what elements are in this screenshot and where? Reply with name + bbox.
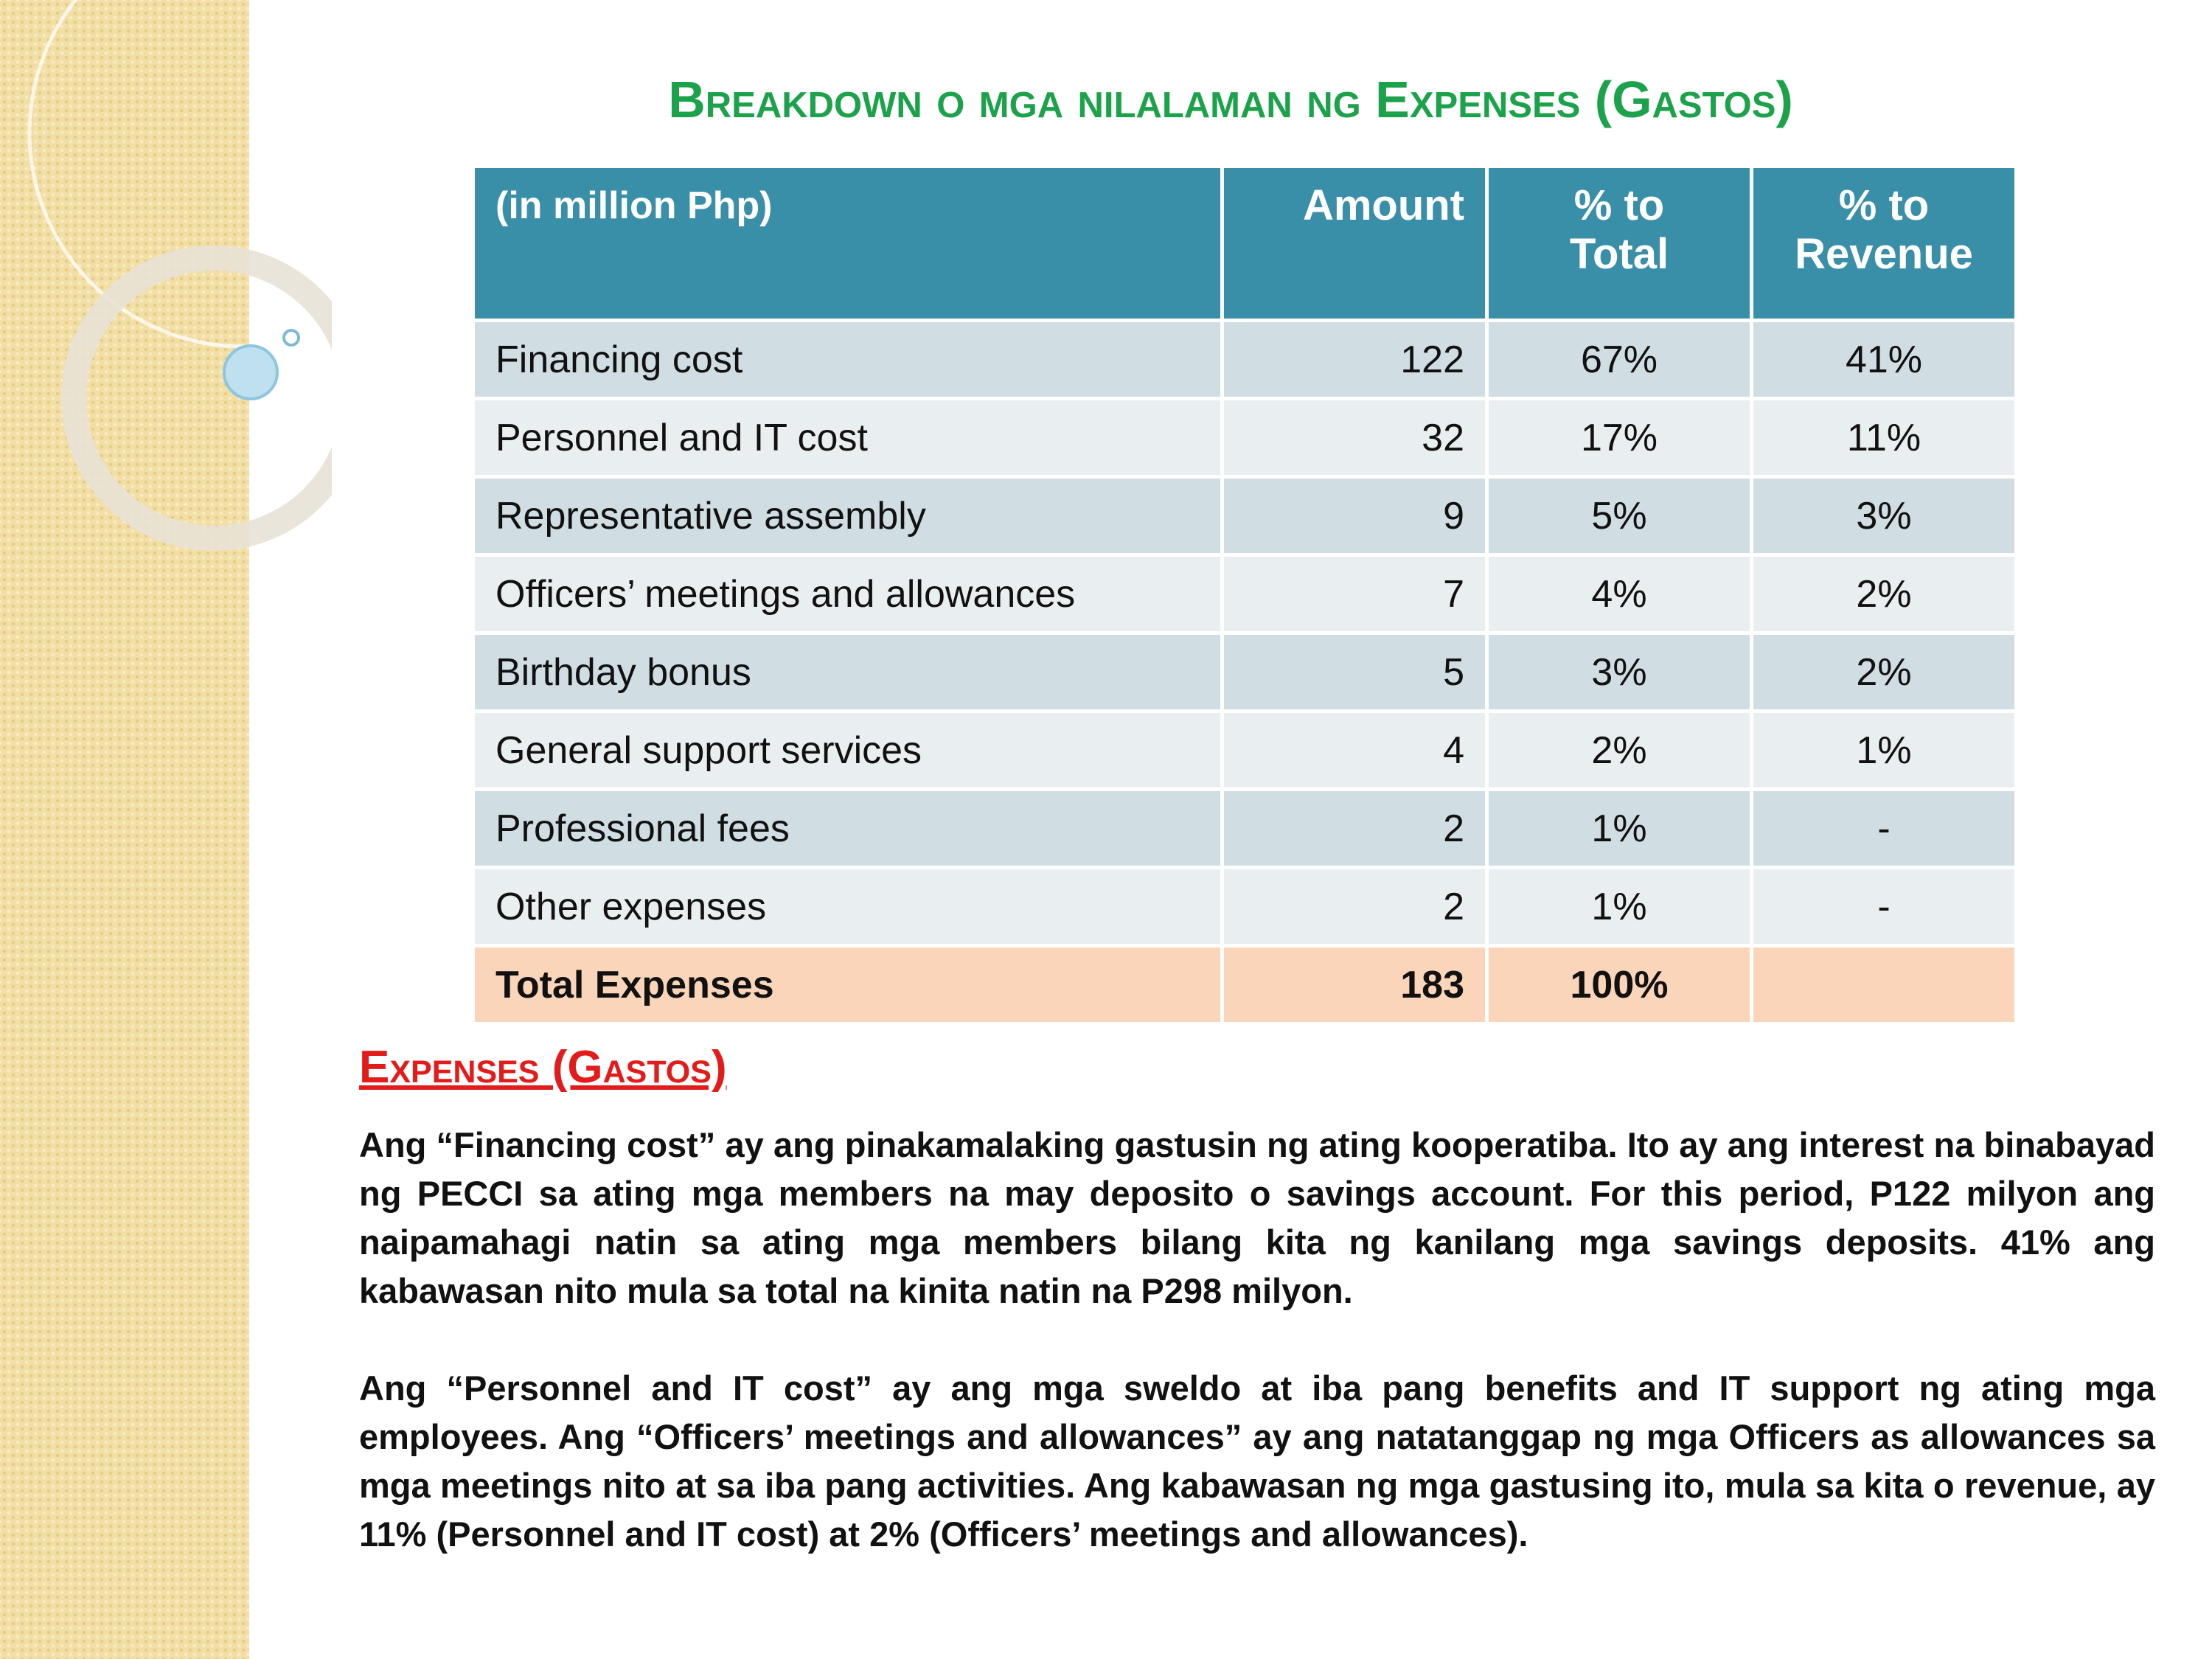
table-cell: 67% [1489,322,1750,397]
table-row: Financing cost 122 67% 41% [475,322,2014,397]
empty-cell [1753,947,2014,1022]
expense-table: (in million Php) Amount % to Total % to Rev… [471,164,2018,1026]
table-row: Birthday bonus 5 3% 2% [475,635,2014,709]
header-text: % to Revenue [1795,181,1973,278]
table-cell: 1% [1753,713,2014,787]
table-cell: 4 [1224,713,1485,787]
total-cell: Total Expenses [475,947,1220,1022]
table-cell: 5% [1489,479,1750,553]
table-row: Personnel and IT cost 32 17% 11% [475,400,2014,475]
table-cell: 122 [1224,322,1485,397]
table-cell: Professional fees [475,791,1220,866]
table-row: Professional fees 2 1% - [475,791,2014,866]
table-row: General support services 4 2% 1% [475,713,2014,787]
table-cell: 3% [1753,479,2014,553]
table-cell: 11% [1753,400,2014,475]
table-cell: 1% [1489,791,1750,866]
table-cell: Birthday bonus [475,635,1220,709]
table-cell: 2 [1224,869,1485,944]
table-row: Officers’ meetings and allowances 7 4% 2% [475,557,2014,631]
table-cell: 2% [1753,557,2014,631]
header-text: Amount [1302,181,1464,229]
table-cell: 41% [1753,322,2014,397]
table-cell: 2% [1489,713,1750,787]
table-cell: Officers’ meetings and allowances [475,557,1220,631]
table-cell: - [1753,869,2014,944]
table-cell: 1% [1489,869,1750,944]
table-cell: 5 [1224,635,1485,709]
table-cell: 2% [1753,635,2014,709]
table-cell: Financing cost [475,322,1220,397]
table-cell: 17% [1489,400,1750,475]
bubble [223,344,279,400]
table-cell: 7 [1224,557,1485,631]
header-row: (in million Php) Amount % to Total % to Rev… [475,168,2014,319]
table-cell: 9 [1224,479,1485,553]
arc [27,0,332,349]
total-cell: 100% [1489,947,1750,1022]
table-cell: Representative assembly [475,479,1220,553]
table-cell: Personnel and IT cost [475,400,1220,475]
header-cell: % to Revenue [1753,168,2014,319]
table-cell: - [1753,791,2014,866]
total-row: Total Expenses 183 100% [475,947,2014,1022]
table-row: Other expenses 2 1% - [475,869,2014,944]
header-cell: % to Total [1489,168,1750,319]
table-cell: 4% [1489,557,1750,631]
table-body: Financing cost 122 67% 41% Personnel and IT … [475,322,2014,1022]
table-cell: 3% [1489,635,1750,709]
table-cell: 2 [1224,791,1485,866]
paragraph: Ang “Financing cost” ay ang pinakamalaki… [359,1125,2155,1310]
title: Breakdown o mga nilalaman ng Expenses (G… [668,71,1793,128]
section-heading: Expenses (Gastos) [359,1042,727,1093]
table-cell: 32 [1224,400,1485,475]
total-cell: 183 [1224,947,1485,1022]
table-cell: General support services [475,713,1220,787]
bubble-small [282,329,300,347]
header-cell: (in million Php) [475,168,1220,319]
ring [61,246,332,551]
table-row: Representative assembly 9 5% 3% [475,479,2014,553]
header-text: % to Total [1569,181,1669,278]
decoration [27,0,332,551]
paragraph: Ang “Personnel and IT cost” ay ang mga s… [359,1368,2155,1554]
header-text: (in million Php) [495,184,773,227]
table-cell: Other expenses [475,869,1220,944]
paragraphs: Ang “Financing cost” ay ang pinakamalaki… [359,1121,2155,1607]
header-cell: Amount [1224,168,1485,319]
